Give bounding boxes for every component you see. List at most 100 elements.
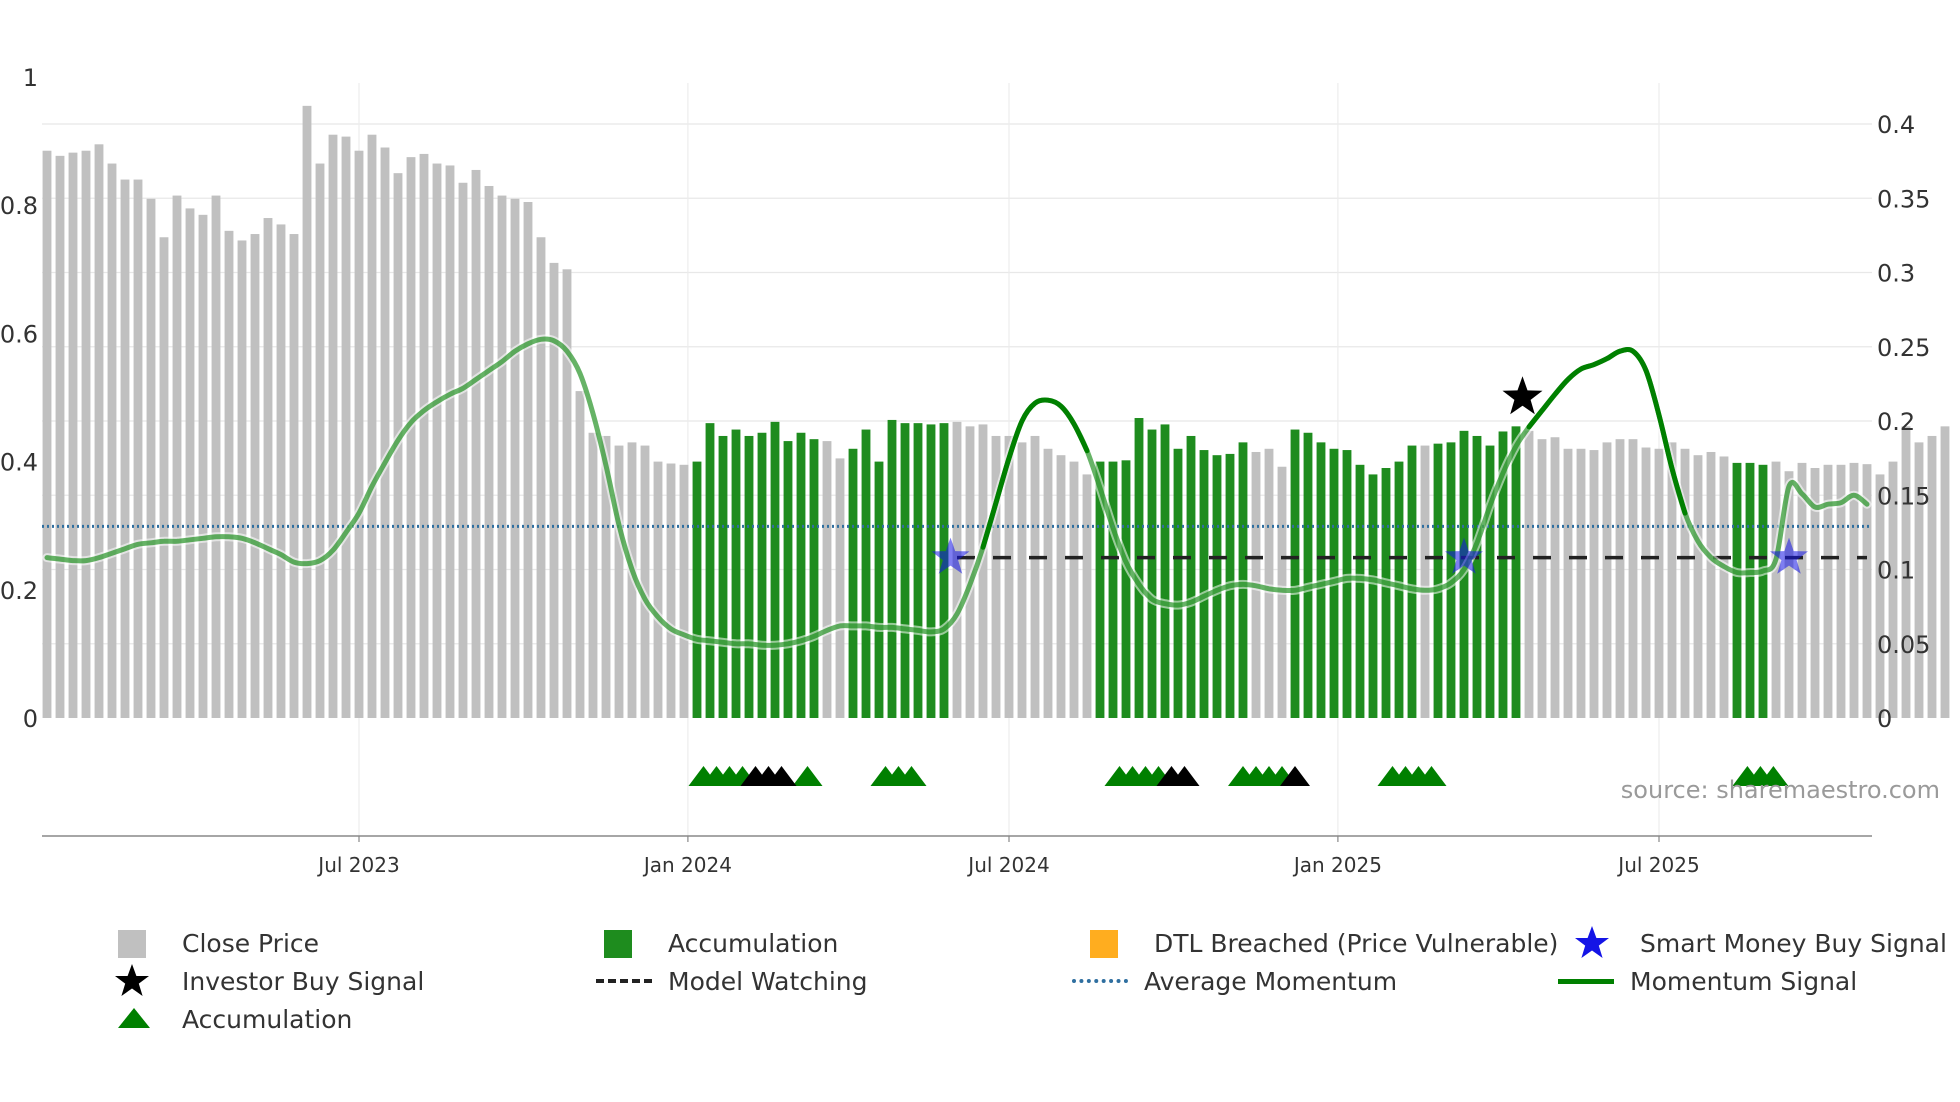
accumulation-bar [1173, 448, 1183, 718]
close-price-bar [1420, 445, 1430, 718]
accumulation-bar [1290, 429, 1300, 718]
accumulation-bar [1147, 429, 1157, 718]
accumulation-triangle [792, 766, 823, 786]
green-line-icon [1558, 966, 1618, 996]
right-y-tick-label: 0.4 [1877, 111, 1915, 139]
dashed-line-icon [596, 966, 656, 996]
legend-item-average-momentum: Average Momentum [1072, 966, 1397, 996]
accumulation-bar [1303, 432, 1313, 718]
accumulation-triangle [1416, 766, 1447, 786]
close-price-bar [1589, 450, 1599, 718]
x-tick-label: Jan 2025 [1292, 853, 1382, 877]
legend-item-close-price: Close Price [110, 928, 319, 958]
close-price-bar [1654, 448, 1664, 718]
accumulation-bar [1498, 431, 1508, 718]
accumulation-bar [1160, 424, 1170, 718]
right-y-tick-label: 0.3 [1877, 260, 1915, 288]
accumulation-bar [1472, 435, 1482, 718]
accumulation-bar [1368, 474, 1378, 718]
grey-square-icon [110, 928, 170, 958]
right-y-tick-label: 0.35 [1877, 185, 1930, 213]
accumulation-bar [731, 429, 741, 718]
close-price-bar [237, 240, 247, 718]
accumulation-bar [1381, 468, 1391, 718]
close-price-bar [1680, 448, 1690, 718]
right-y-tick-label: 0.1 [1877, 557, 1915, 585]
legend-item-investor-buy: Investor Buy Signal [110, 964, 424, 996]
close-price-bar [367, 134, 377, 718]
accumulation-bar [1511, 426, 1521, 718]
close-price-bar [991, 435, 1001, 718]
accumulation-bar [796, 432, 806, 718]
right-y-tick-label: 0.2 [1877, 408, 1915, 436]
accumulation-bar [848, 448, 858, 718]
close-price-bar [42, 150, 52, 719]
close-price-bar [523, 201, 533, 718]
close-price-bar [1550, 437, 1560, 718]
close-price-bar [1082, 474, 1092, 718]
lines-layer [42, 334, 1872, 650]
accumulation-bar [1134, 418, 1144, 718]
accumulation-bar [692, 461, 702, 718]
close-price-bar [601, 435, 611, 718]
right-y-tick-label: 0.25 [1877, 334, 1930, 362]
legend-label: Smart Money Buy Signal [1640, 928, 1947, 958]
close-price-bar [419, 153, 429, 719]
close-price-bar [1056, 455, 1066, 718]
close-price-bar [614, 445, 624, 718]
close-price-bar [55, 155, 65, 718]
legend-item-accumulation: Accumulation [596, 928, 838, 958]
accumulation-bar [926, 424, 936, 718]
close-price-bar [1719, 456, 1729, 718]
right-y-tick-label: 0 [1877, 705, 1892, 733]
close-price-bar [978, 424, 988, 718]
close-price-bar [458, 182, 468, 718]
close-price-bar [289, 234, 299, 719]
close-price-bar [1849, 462, 1859, 718]
close-price-bar [328, 134, 338, 718]
close-price-bar [1927, 435, 1937, 718]
close-price-bar [263, 218, 273, 718]
accumulation-triangle [896, 766, 927, 786]
close-price-bar [276, 224, 286, 718]
accumulation-bar [705, 423, 715, 718]
close-price-bar [1641, 447, 1651, 718]
close-price-bar [159, 237, 169, 718]
close-price-bar [1914, 442, 1924, 718]
legend-label: Accumulation [668, 928, 839, 958]
x-tick-label: Jul 2024 [966, 853, 1049, 877]
close-price-bar [1784, 471, 1794, 718]
close-price-bar [562, 269, 572, 718]
close-price-bar [1823, 464, 1833, 718]
left-y-tick-label: 0.2 [0, 577, 38, 605]
close-price-bar [107, 163, 117, 718]
close-price-bar [185, 208, 195, 718]
black-star-icon [110, 964, 170, 996]
right-y-tick-label: 0.05 [1877, 631, 1930, 659]
close-price-bar [1667, 442, 1677, 718]
close-price-bar [406, 157, 416, 718]
smart-money-buy-star [1770, 537, 1808, 574]
close-price-bar [1940, 426, 1950, 718]
close-price-bar [94, 144, 104, 718]
close-price-bar [1706, 451, 1716, 718]
accumulation-bar [1745, 462, 1755, 718]
accumulation-bar [1433, 443, 1443, 718]
momentum-chart: Jul 2023 Jan 2024 Jul 2024 Jan 2025 Jul 2025… [0, 64, 1950, 877]
close-price-bar [1524, 430, 1534, 718]
accumulation-bar [887, 419, 897, 718]
close-price-bar [497, 195, 507, 718]
x-tick-label: Jul 2023 [316, 853, 399, 877]
close-price-bar [1069, 461, 1079, 718]
close-price-bar [172, 195, 182, 718]
close-price-bar [471, 169, 481, 718]
close-price-bar [1628, 439, 1638, 718]
close-price-bar [68, 152, 78, 718]
accumulation-bar [939, 423, 949, 718]
legend-item-momentum-signal: Momentum Signal [1558, 966, 1857, 996]
black-triangle [1280, 766, 1310, 786]
close-price-bar [588, 432, 598, 718]
close-price-bar [315, 163, 325, 718]
accumulation-bar [900, 423, 910, 718]
investor-buy-star [1502, 376, 1543, 415]
